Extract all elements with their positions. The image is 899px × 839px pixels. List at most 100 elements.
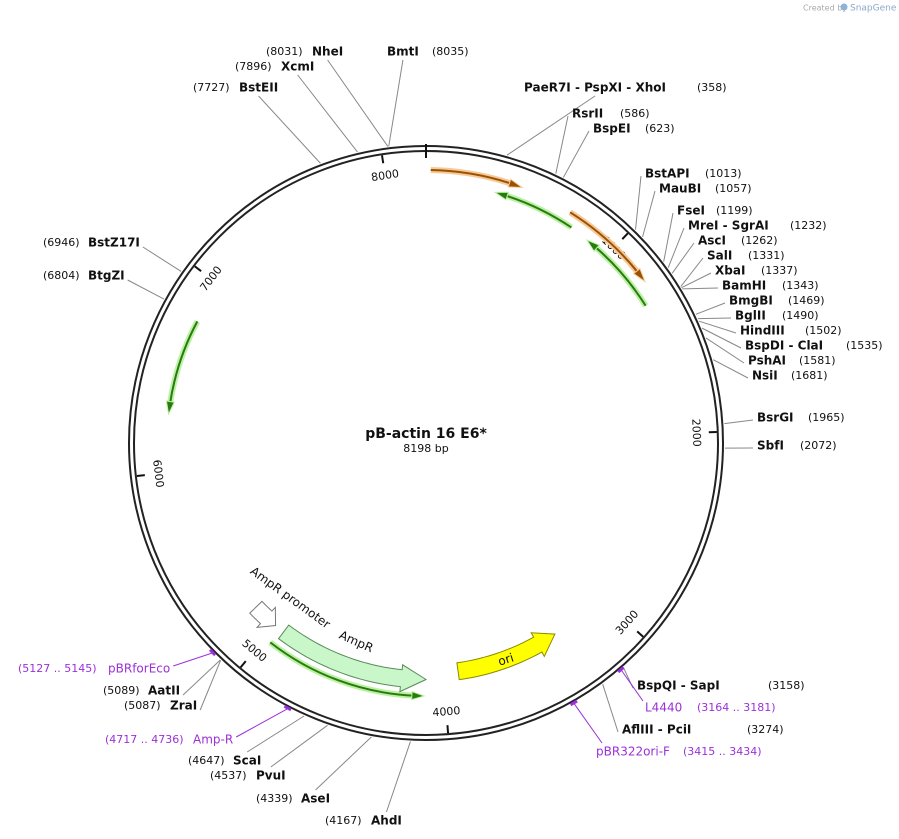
- site-position: (1502): [805, 324, 842, 337]
- tick-label: 4000: [432, 704, 461, 719]
- site-leader: [602, 684, 619, 733]
- site-name: BtgZI: [88, 269, 125, 283]
- tick-mark: [621, 232, 629, 240]
- primer-range: (4717 .. 4736): [105, 733, 184, 746]
- primer-marker: [569, 699, 578, 707]
- site-position: (5087): [124, 699, 161, 712]
- site-leader: [142, 246, 182, 272]
- site-position: (1965): [808, 411, 845, 424]
- site-name: XcmI: [281, 60, 314, 74]
- site-leader: [667, 227, 685, 268]
- site-leader: [682, 287, 719, 290]
- site-name: MreI - SgrAI: [688, 219, 769, 233]
- site-name: AflIII - PciI: [622, 723, 691, 737]
- site-leader: [315, 736, 372, 791]
- site-leader: [506, 95, 596, 156]
- site-position: (1013): [705, 167, 742, 180]
- plasmid-name: pB-actin 16 E6*: [365, 426, 487, 442]
- site-position: (3158): [768, 679, 805, 692]
- site-leader: [562, 130, 590, 178]
- site-position: (1199): [716, 204, 753, 217]
- tick-label: 6000: [150, 459, 166, 488]
- site-name: BamHI: [722, 279, 766, 293]
- site-leader: [297, 74, 358, 153]
- feature-arc: [503, 194, 572, 229]
- site-position: (1681): [791, 369, 828, 382]
- site-position: (1535): [846, 339, 883, 352]
- site-position: (2072): [800, 439, 837, 452]
- feature-label: AmpR: [337, 628, 375, 655]
- site-name: AseI: [301, 792, 330, 806]
- site-leader: [182, 659, 221, 696]
- tick-mark: [136, 474, 145, 478]
- site-name: RsrII: [572, 107, 603, 121]
- tick-mark: [381, 155, 385, 164]
- site-leader: [635, 175, 642, 230]
- site-position: (6804): [43, 269, 80, 282]
- site-name: ZraI: [170, 699, 197, 713]
- site-name: NsiI: [752, 369, 778, 383]
- plasmid-length: 8198 bp: [403, 442, 448, 455]
- feature-arrowhead: [493, 191, 510, 201]
- feature-arc-glow: [503, 192, 574, 230]
- ampr-feature: [277, 624, 428, 693]
- site-name: BstAPI: [645, 167, 690, 181]
- site-position: (586): [620, 107, 650, 120]
- site-leader: [695, 302, 726, 315]
- site-leader: [127, 279, 165, 300]
- site-position: (1337): [761, 264, 798, 277]
- site-name: NheI: [312, 45, 343, 59]
- site-position: (358): [697, 81, 727, 94]
- site-leader: [697, 317, 732, 320]
- site-position: (7896): [235, 60, 272, 73]
- site-leader: [671, 242, 695, 274]
- primer-marker: [283, 705, 292, 712]
- site-name: HindIII: [740, 324, 785, 338]
- feature-arc: [430, 169, 513, 186]
- site-leader: [681, 272, 712, 289]
- primer-leader: [573, 703, 603, 744]
- feature-label: ori: [496, 650, 515, 668]
- feature-arc-glow: [430, 167, 514, 187]
- brand: SnapGene: [850, 4, 897, 14]
- primer-range: (3415 .. 3434): [683, 745, 762, 758]
- primer-name: Amp-R: [193, 733, 233, 747]
- site-position: (8035): [432, 45, 469, 58]
- site-name: XbaI: [715, 264, 745, 278]
- promoter-feature: [249, 600, 277, 628]
- tick-label: 3000: [613, 608, 641, 638]
- site-name: FseI: [677, 204, 705, 218]
- primer-leader: [621, 670, 644, 702]
- site-name: BspQI - SapI: [637, 679, 720, 693]
- site-name: BmgBI: [729, 294, 773, 308]
- feature-arrowhead: [585, 238, 601, 252]
- site-position: (3274): [747, 723, 784, 736]
- site-position: (1262): [741, 234, 778, 247]
- site-name: BspEI: [593, 122, 631, 136]
- tick-mark: [636, 630, 644, 638]
- tick-label: 2000: [689, 419, 703, 447]
- tick-mark: [446, 725, 450, 734]
- site-name: AscI: [698, 234, 726, 248]
- site-name: BglII: [735, 309, 766, 323]
- site-name: PvuI: [256, 769, 286, 783]
- site-name: AatII: [148, 684, 180, 698]
- site-leader: [246, 715, 305, 753]
- site-position: (1490): [782, 309, 819, 322]
- site-name: ScaI: [233, 754, 261, 768]
- site-leader: [698, 320, 737, 334]
- site-leader: [555, 115, 569, 174]
- site-name: AhdI: [371, 814, 402, 828]
- feature-arc: [168, 320, 199, 405]
- site-name: PshAI: [748, 354, 786, 368]
- site-leader: [663, 212, 674, 262]
- ori-feature: [456, 632, 556, 681]
- primer-marker: [208, 648, 217, 657]
- site-name: BstEII: [239, 81, 278, 95]
- site-position: (1343): [782, 279, 819, 292]
- primer-name: L4440: [645, 701, 682, 715]
- primer-name: pBRforEco: [108, 662, 170, 676]
- created-by: Created by: [803, 4, 847, 13]
- primer-range: (5127 .. 5145): [18, 662, 97, 675]
